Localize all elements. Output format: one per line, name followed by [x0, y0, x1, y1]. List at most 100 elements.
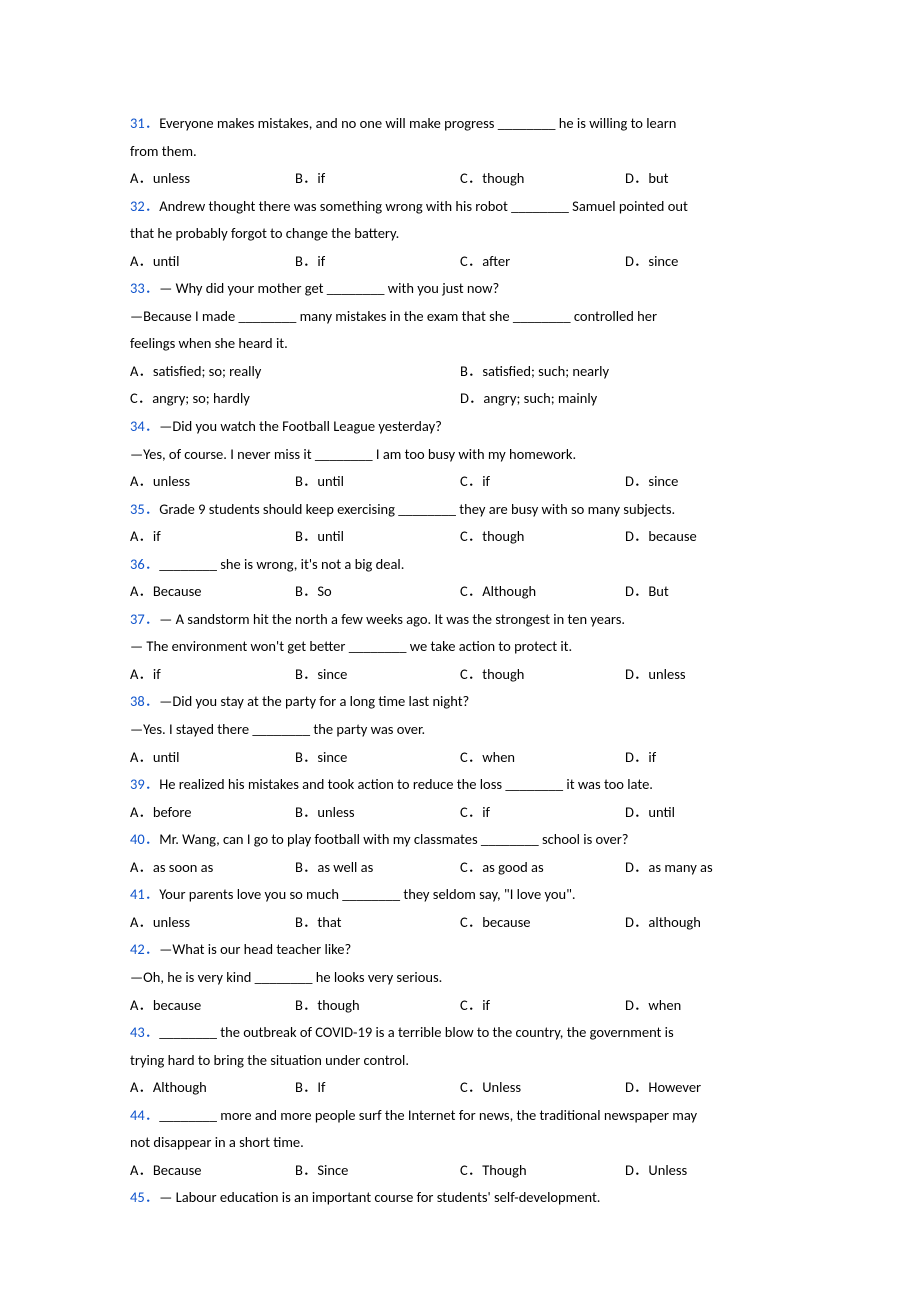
answer-option: C．though — [460, 523, 625, 551]
answer-option: D．However — [625, 1074, 790, 1102]
answer-option: C．if — [460, 799, 625, 827]
question-number: 34． — [130, 417, 159, 435]
question-line: —Oh, he is very kind ________ he looks v… — [130, 964, 790, 992]
answer-option: D．unless — [625, 661, 790, 689]
question-number: 45． — [130, 1188, 159, 1206]
answer-option: D．until — [625, 799, 790, 827]
answer-option: A．unless — [130, 165, 295, 193]
question-line: from them. — [130, 138, 790, 166]
answer-option: C．as good as — [460, 854, 625, 882]
answer-option: B．So — [295, 578, 460, 606]
options-row: A．as soon asB．as well asC．as good asD．as… — [130, 854, 790, 882]
answer-option: D．angry; such; mainly — [460, 385, 790, 413]
answer-option: B．unless — [295, 799, 460, 827]
answer-option: A．Because — [130, 1157, 295, 1185]
question-line: feelings when she heard it. — [130, 330, 790, 358]
answer-option: A．Although — [130, 1074, 295, 1102]
answer-option: C．after — [460, 248, 625, 276]
options-row: A．ifB．sinceC．thoughD．unless — [130, 661, 790, 689]
question-number: 41． — [130, 885, 159, 903]
answer-option: C．because — [460, 909, 625, 937]
answer-option: B．If — [295, 1074, 460, 1102]
answer-option: A．unless — [130, 909, 295, 937]
question-number: 43． — [130, 1023, 159, 1041]
question-number: 31． — [130, 114, 159, 132]
question-line: 32．Andrew thought there was something wr… — [130, 193, 790, 221]
answer-option: A．satisfied; so; really — [130, 358, 460, 386]
answer-option: A．if — [130, 661, 295, 689]
answer-option: D．But — [625, 578, 790, 606]
question-line: 40．Mr. Wang, can I go to play football w… — [130, 826, 790, 854]
answer-option: B．since — [295, 744, 460, 772]
answer-option: A．Because — [130, 578, 295, 606]
answer-option: D．as many as — [625, 854, 790, 882]
question-line: 42．—What is our head teacher like? — [130, 936, 790, 964]
answer-option: C．if — [460, 992, 625, 1020]
answer-option: A．if — [130, 523, 295, 551]
question-number: 40． — [130, 830, 159, 848]
answer-option: D．since — [625, 468, 790, 496]
answer-option: A．until — [130, 248, 295, 276]
options-row: A．unlessB．thatC．becauseD．although — [130, 909, 790, 937]
answer-option: D．although — [625, 909, 790, 937]
answer-option: B．until — [295, 523, 460, 551]
question-line: 43．________ the outbreak of COVID-19 is … — [130, 1019, 790, 1047]
question-number: 38． — [130, 692, 159, 710]
answer-option: B．since — [295, 661, 460, 689]
options-row: A．satisfied; so; reallyB．satisfied; such… — [130, 358, 790, 413]
answer-option: A．as soon as — [130, 854, 295, 882]
question-number: 32． — [130, 197, 159, 215]
question-line: 41．Your parents love you so much _______… — [130, 881, 790, 909]
answer-option: D．Unless — [625, 1157, 790, 1185]
options-row: A．AlthoughB．IfC．UnlessD．However — [130, 1074, 790, 1102]
question-line: not disappear in a short time. — [130, 1129, 790, 1157]
answer-option: B．if — [295, 165, 460, 193]
answer-option: B．Since — [295, 1157, 460, 1185]
answer-option: C．Unless — [460, 1074, 625, 1102]
question-line: —Because I made ________ many mistakes i… — [130, 303, 790, 331]
question-line: 38．—Did you stay at the party for a long… — [130, 688, 790, 716]
answer-option: C．though — [460, 165, 625, 193]
answer-option: B．as well as — [295, 854, 460, 882]
question-number: 35． — [130, 500, 159, 518]
question-line: 34．—Did you watch the Football League ye… — [130, 413, 790, 441]
answer-option: C．Though — [460, 1157, 625, 1185]
answer-option: C．if — [460, 468, 625, 496]
answer-option: C．Although — [460, 578, 625, 606]
answer-option: B．satisfied; such; nearly — [460, 358, 790, 386]
options-row: A．BecauseB．SinceC．ThoughD．Unless — [130, 1157, 790, 1185]
question-line: —Yes, of course. I never miss it _______… — [130, 441, 790, 469]
answer-option: D．when — [625, 992, 790, 1020]
question-line: — The environment won't get better _____… — [130, 633, 790, 661]
question-line: trying hard to bring the situation under… — [130, 1047, 790, 1075]
options-row: A．unlessB．untilC．ifD．since — [130, 468, 790, 496]
answer-option: C．angry; so; hardly — [130, 385, 460, 413]
question-number: 39． — [130, 775, 159, 793]
question-line: 35．Grade 9 students should keep exercisi… — [130, 496, 790, 524]
question-line: 39．He realized his mistakes and took act… — [130, 771, 790, 799]
question-line: —Yes. I stayed there ________ the party … — [130, 716, 790, 744]
question-line: 44．________ more and more people surf th… — [130, 1102, 790, 1130]
question-number: 44． — [130, 1106, 159, 1124]
question-line: 31．Everyone makes mistakes, and no one w… — [130, 110, 790, 138]
answer-option: C．though — [460, 661, 625, 689]
question-line: 33．— Why did your mother get ________ wi… — [130, 275, 790, 303]
options-row: A．BecauseB．SoC．AlthoughD．But — [130, 578, 790, 606]
question-number: 36． — [130, 555, 159, 573]
answer-option: B．though — [295, 992, 460, 1020]
answer-option: B．that — [295, 909, 460, 937]
question-number: 37． — [130, 610, 159, 628]
question-line: 36．________ she is wrong, it's not a big… — [130, 551, 790, 579]
answer-option: A．because — [130, 992, 295, 1020]
options-row: A．beforeB．unlessC．ifD．until — [130, 799, 790, 827]
answer-option: B．until — [295, 468, 460, 496]
answer-option: B．if — [295, 248, 460, 276]
options-row: A．untilB．sinceC．whenD．if — [130, 744, 790, 772]
question-number: 42． — [130, 940, 159, 958]
answer-option: D．since — [625, 248, 790, 276]
question-line: that he probably forgot to change the ba… — [130, 220, 790, 248]
question-line: 37．— A sandstorm hit the north a few wee… — [130, 606, 790, 634]
answer-option: D．if — [625, 744, 790, 772]
options-row: A．untilB．ifC．afterD．since — [130, 248, 790, 276]
answer-option: D．because — [625, 523, 790, 551]
